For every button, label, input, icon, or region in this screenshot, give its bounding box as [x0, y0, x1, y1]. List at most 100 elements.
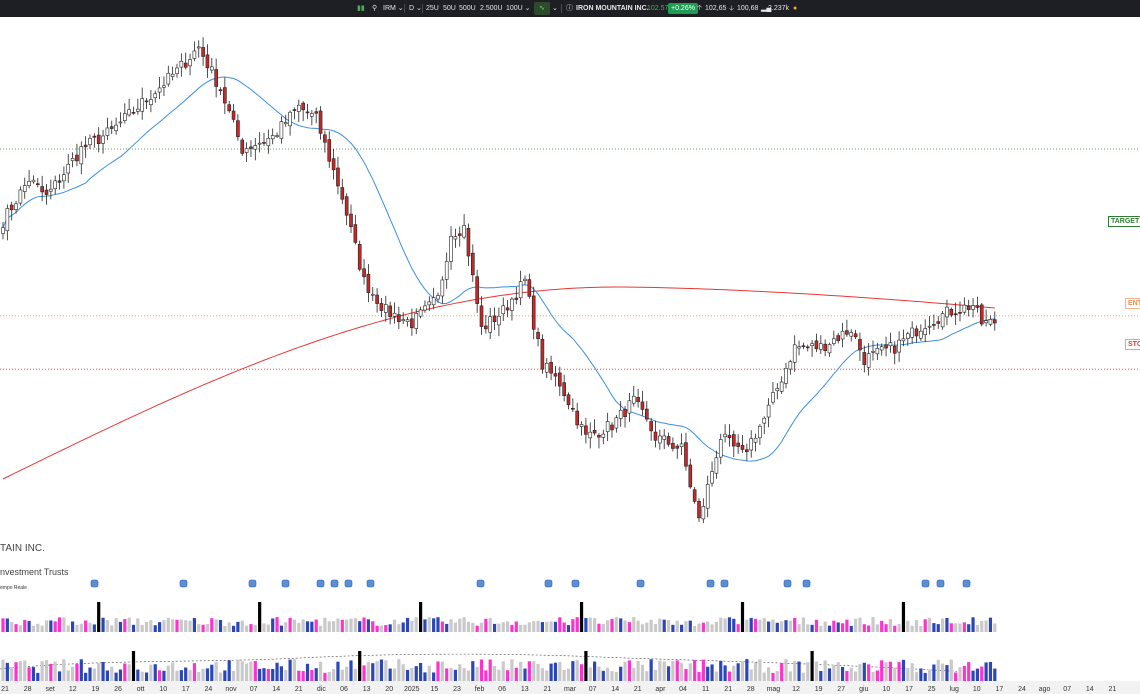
volume-bar-2	[801, 672, 805, 681]
candle-body	[479, 305, 484, 327]
period-100u-button[interactable]: 100U ⌄	[506, 5, 531, 12]
volume-bar	[758, 619, 762, 632]
volume-bar	[405, 617, 410, 632]
sma200-line	[2, 286, 995, 480]
x-axis-label: 21	[295, 686, 303, 693]
volume-bar	[332, 621, 336, 632]
volume-bar	[767, 621, 771, 632]
volume-bar	[14, 624, 18, 632]
volume-bar-2	[666, 666, 671, 681]
volume-bar-2	[523, 668, 527, 681]
volume-bar-2	[114, 672, 118, 681]
volume-bar	[849, 625, 853, 632]
volume-value: 2.237k	[768, 5, 790, 12]
volume-bar	[310, 621, 314, 632]
x-axis-label: 17	[905, 686, 913, 693]
volume-bar-2	[27, 667, 31, 681]
volume-bar	[18, 625, 22, 632]
candle-body	[966, 305, 971, 310]
candle-body	[501, 305, 506, 315]
volume-bar-2	[545, 670, 549, 681]
dividend-event-icon	[706, 579, 715, 588]
search-icon[interactable]: ⚲	[372, 5, 378, 12]
volume-bar-2	[462, 668, 466, 681]
volume-bar-2	[606, 667, 610, 681]
volume-bar-2	[675, 660, 679, 681]
volume-bar-2	[427, 665, 431, 681]
high-price: 102,65	[705, 5, 727, 12]
interval-selector[interactable]: D ⌄	[409, 5, 422, 12]
candle-body	[927, 325, 932, 328]
volume-bar	[201, 624, 205, 632]
candle-body	[710, 471, 714, 484]
volume-bar	[858, 617, 862, 632]
period-50u-button[interactable]: 50U	[443, 5, 456, 12]
price-chart[interactable]: 21 28 set 12 19 26 ott 10 17 24 nov 07 14 21 dic 06 13 20…	[0, 17, 1140, 694]
volume-bar-2	[366, 662, 370, 681]
target-level-label[interactable]: TARGET	[1108, 216, 1140, 227]
candle-body	[240, 139, 245, 154]
symbol-selector[interactable]: IRM ⌄	[383, 5, 404, 12]
candle-body	[270, 135, 275, 140]
volume-bar	[640, 624, 645, 632]
candle-body	[984, 320, 988, 324]
volume-bar-2	[962, 665, 966, 681]
candle-body	[275, 135, 279, 137]
volume-bar	[188, 620, 192, 632]
volume-bar	[593, 618, 597, 632]
volume-bar-2	[727, 671, 732, 681]
period-25u-button[interactable]: 25U	[426, 5, 439, 12]
dividend-event-icon	[90, 579, 99, 588]
candle-body	[823, 343, 827, 351]
candle-body	[814, 340, 819, 350]
volume-bar-2	[810, 651, 814, 681]
stop-level-label[interactable]: STO	[1125, 339, 1140, 350]
candle-body	[975, 305, 980, 308]
candle-body	[862, 352, 867, 365]
volume-bar-2	[432, 672, 436, 681]
volume-bar	[349, 618, 353, 632]
period-500u-button[interactable]: 500U	[459, 5, 476, 12]
chart-type-icon[interactable]: ∿	[534, 2, 550, 15]
chart-type-dropdown-icon[interactable]: ⌄	[552, 5, 558, 12]
volume-bar	[497, 623, 501, 632]
candle-body	[801, 345, 806, 348]
volume-bar	[240, 620, 244, 632]
candle-body	[192, 50, 197, 59]
info-icon[interactable]: ⓘ	[566, 5, 573, 12]
period-2500u-button[interactable]: 2.500U	[480, 5, 503, 12]
entry-level-label[interactable]: ENT	[1125, 298, 1140, 309]
volume-bar-2	[5, 662, 9, 681]
volume-bar-2	[923, 672, 927, 681]
high-arrow-icon: 🡡	[697, 5, 703, 12]
volume-bar	[288, 617, 292, 632]
volume-bar-2	[767, 667, 771, 681]
candle-body	[536, 332, 540, 340]
volume-bar	[479, 622, 484, 632]
volume-bar-2	[823, 660, 827, 681]
volume-bar	[588, 617, 592, 632]
volume-bar-2	[562, 669, 566, 681]
volume-bar	[719, 617, 723, 632]
x-axis-label: 12	[792, 686, 800, 693]
volume-bar	[606, 620, 610, 632]
volume-bar-2	[936, 659, 940, 681]
x-axis-label: 07	[589, 686, 597, 693]
volume-bar-2	[506, 670, 510, 681]
candle-body	[523, 278, 527, 281]
candle-body	[44, 189, 49, 195]
candle-body	[932, 324, 936, 326]
candle-body	[283, 122, 288, 125]
volume-bar-2	[227, 660, 231, 681]
bars-icon[interactable]: ▮▮	[357, 5, 365, 12]
candle-body	[188, 59, 192, 67]
volume-bar	[919, 625, 923, 632]
volume-bar	[884, 624, 888, 632]
volume-bar	[305, 621, 310, 632]
dividend-event-icon	[344, 579, 353, 588]
volume-bar	[44, 620, 49, 632]
sector-overlay: nvestment Trusts	[0, 567, 69, 577]
volume-bar-2	[362, 665, 366, 681]
candle-body	[327, 139, 332, 162]
candle-body	[544, 363, 549, 373]
